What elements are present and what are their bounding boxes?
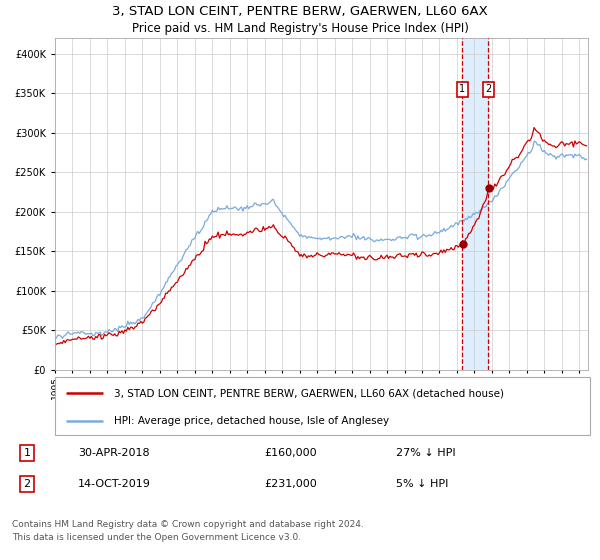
- Text: 2: 2: [23, 479, 31, 489]
- Text: 2: 2: [485, 85, 491, 95]
- Text: 14-OCT-2019: 14-OCT-2019: [78, 479, 151, 489]
- Text: 1: 1: [23, 448, 31, 458]
- Text: Contains HM Land Registry data © Crown copyright and database right 2024.: Contains HM Land Registry data © Crown c…: [12, 520, 364, 529]
- Text: 1: 1: [459, 85, 465, 95]
- Bar: [462, 38, 488, 370]
- Text: This data is licensed under the Open Government Licence v3.0.: This data is licensed under the Open Gov…: [12, 533, 301, 542]
- Text: 30-APR-2018: 30-APR-2018: [78, 448, 149, 458]
- Text: £231,000: £231,000: [264, 479, 317, 489]
- Text: £160,000: £160,000: [264, 448, 317, 458]
- Text: 3, STAD LON CEINT, PENTRE BERW, GAERWEN, LL60 6AX: 3, STAD LON CEINT, PENTRE BERW, GAERWEN,…: [112, 5, 488, 18]
- Text: 27% ↓ HPI: 27% ↓ HPI: [396, 448, 455, 458]
- FancyBboxPatch shape: [55, 377, 590, 435]
- Text: Price paid vs. HM Land Registry's House Price Index (HPI): Price paid vs. HM Land Registry's House …: [131, 22, 469, 35]
- Text: 5% ↓ HPI: 5% ↓ HPI: [396, 479, 448, 489]
- Text: HPI: Average price, detached house, Isle of Anglesey: HPI: Average price, detached house, Isle…: [114, 416, 389, 426]
- Text: 3, STAD LON CEINT, PENTRE BERW, GAERWEN, LL60 6AX (detached house): 3, STAD LON CEINT, PENTRE BERW, GAERWEN,…: [114, 388, 504, 398]
